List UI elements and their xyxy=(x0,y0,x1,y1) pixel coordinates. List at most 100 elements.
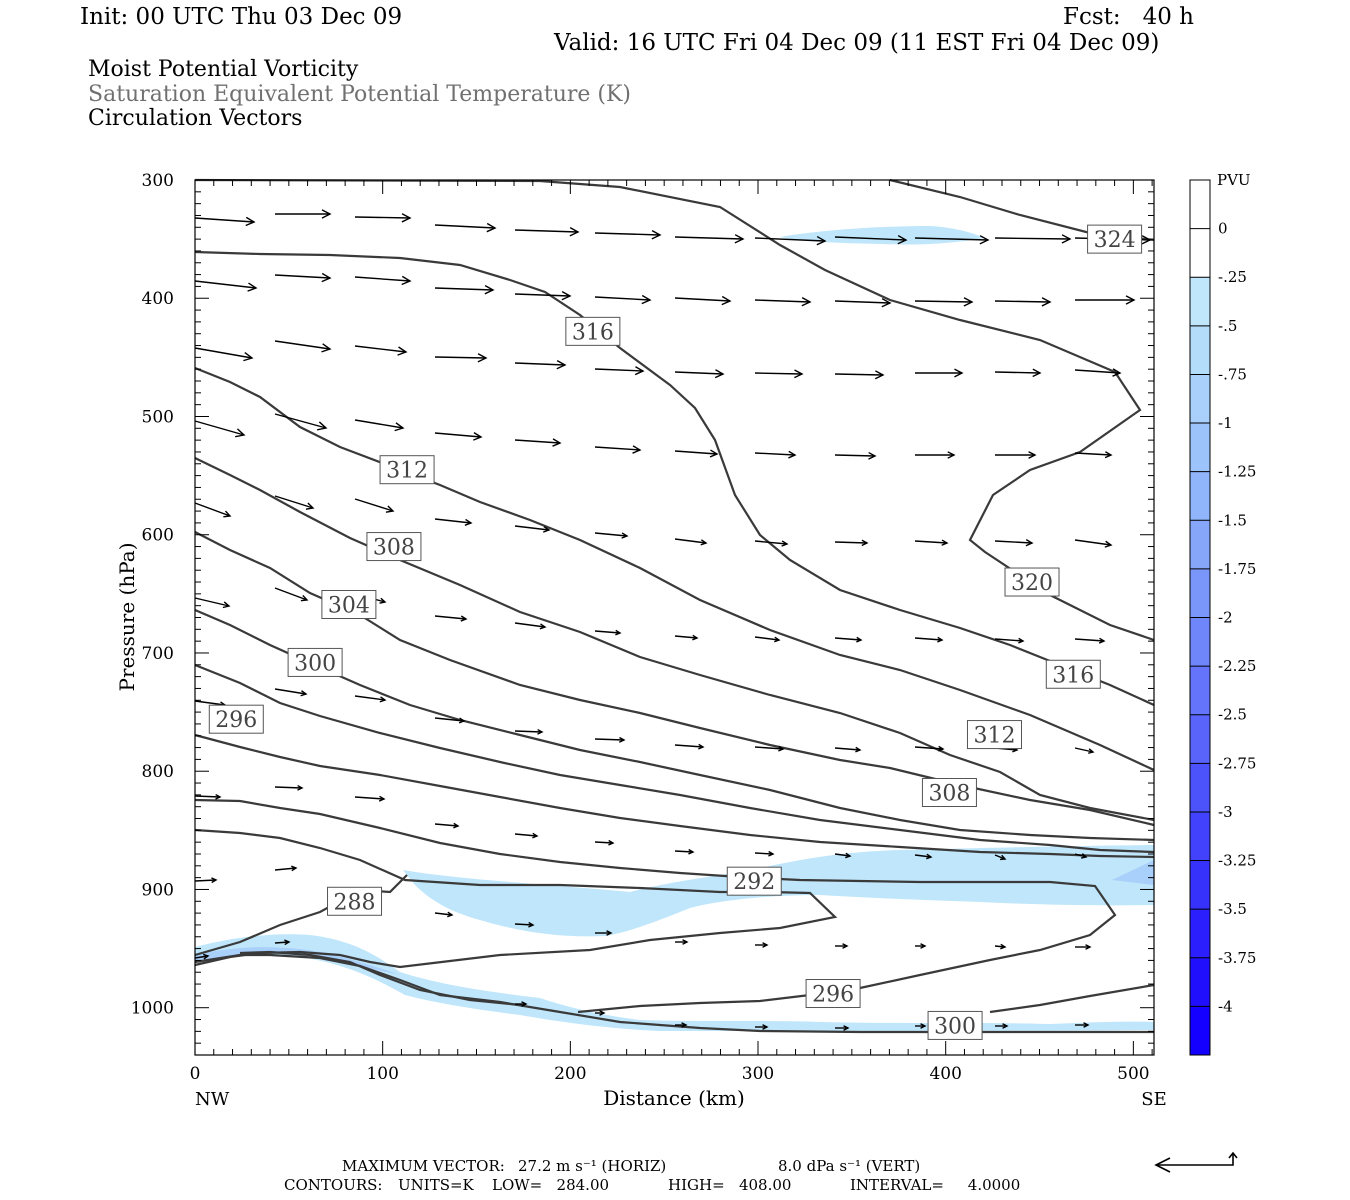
y-tick-labels: 300 400 500 600 700 800 900 1000 xyxy=(131,171,174,1019)
wind-vector xyxy=(514,728,544,735)
colorbar-swatch xyxy=(1190,617,1210,667)
contours-units: UNITS=K xyxy=(398,1176,474,1194)
wind-vector xyxy=(594,294,652,305)
contours-label: CONTOURS: xyxy=(284,1176,383,1194)
wind-vector xyxy=(594,230,662,240)
colorbar-swatch xyxy=(1190,374,1210,424)
wind-vector xyxy=(914,539,949,546)
wind-vector xyxy=(194,793,222,800)
colorbar-swatch xyxy=(1190,909,1210,959)
wind-vector xyxy=(434,432,483,441)
svg-text:312: 312 xyxy=(386,459,428,484)
colorbar-label: -1.25 xyxy=(1218,463,1256,481)
svg-text:312: 312 xyxy=(973,724,1015,749)
svg-text:316: 316 xyxy=(1052,663,1094,688)
colorbar-label: -1.75 xyxy=(1218,560,1256,578)
contour-label: 312 xyxy=(379,455,435,485)
wind-vector xyxy=(915,368,964,378)
wind-vector xyxy=(674,295,732,306)
svg-text:304: 304 xyxy=(328,593,370,618)
wind-vector xyxy=(594,839,615,846)
wind-vector xyxy=(1074,539,1113,548)
colorbar-label: -.5 xyxy=(1218,317,1237,335)
contour-label: 308 xyxy=(366,532,422,562)
colorbar-swatch xyxy=(1190,423,1210,473)
wind-vector xyxy=(674,743,705,750)
wind-vector xyxy=(754,540,789,547)
wind-vector xyxy=(835,943,849,949)
max-vector-label: MAXIMUM VECTOR: xyxy=(342,1157,505,1175)
max-vector-horiz: 27.2 m s⁻¹ (HORIZ) xyxy=(518,1157,667,1175)
wind-vector xyxy=(434,222,497,233)
wind-vector xyxy=(994,637,1025,644)
wind-vector xyxy=(674,848,695,855)
wind-vector xyxy=(434,911,454,918)
wind-vector xyxy=(994,297,1052,307)
wind-vector xyxy=(194,597,231,609)
colorbar-label: -2.25 xyxy=(1218,657,1256,675)
y-axis-title: Pressure (hPa) xyxy=(115,543,139,692)
svg-text:296: 296 xyxy=(812,983,854,1008)
colorbar-swatch xyxy=(1190,228,1210,278)
wind-vector xyxy=(994,943,1007,950)
svg-text:292: 292 xyxy=(733,870,775,895)
wind-vector xyxy=(434,615,468,622)
contour-label: 296 xyxy=(208,704,264,734)
wind-vector xyxy=(995,451,1037,459)
reference-vector-icon xyxy=(1154,1151,1238,1173)
wind-vector xyxy=(1075,295,1136,305)
title-moist-pv: Moist Potential Vorticity xyxy=(88,57,359,82)
y-tick-label: 400 xyxy=(142,289,174,309)
y-tick-label: 700 xyxy=(142,644,174,664)
wind-vector xyxy=(274,865,298,872)
wind-vector xyxy=(354,213,412,223)
wind-vector xyxy=(194,953,210,960)
colorbar-label: -1.5 xyxy=(1218,511,1247,529)
colorbar-swatch xyxy=(1190,325,1210,375)
wind-vector xyxy=(434,353,488,363)
contour-label: 324 xyxy=(1087,224,1143,254)
colorbar-swatch xyxy=(1190,860,1210,910)
wind-vector xyxy=(354,275,412,286)
title-theta-es: Saturation Equivalent Potential Temperat… xyxy=(88,82,631,107)
wind-vector xyxy=(514,525,551,533)
colorbar-label: -3.25 xyxy=(1218,852,1256,870)
contour-label: 300 xyxy=(287,647,343,677)
colorbar-swatch xyxy=(1190,957,1210,1007)
contour-label: 308 xyxy=(921,778,977,807)
wind-vector xyxy=(594,366,645,376)
wind-vector xyxy=(674,234,745,244)
colorbar-label: -2 xyxy=(1218,609,1233,627)
colorbar-label: -2.75 xyxy=(1218,754,1256,772)
wind-vector xyxy=(834,539,869,547)
wind-vector xyxy=(994,368,1042,378)
y-tick-label: 1000 xyxy=(131,999,174,1019)
y-tick-label: 500 xyxy=(142,407,174,427)
wind-vector xyxy=(194,502,232,518)
wind-vector xyxy=(274,784,304,791)
wind-vector xyxy=(834,636,863,643)
wind-vector xyxy=(834,852,852,859)
x-end-label-nw: NW xyxy=(195,1089,230,1110)
wind-vector xyxy=(434,518,473,526)
contour-label: 296 xyxy=(805,979,861,1009)
wind-vector xyxy=(514,291,572,301)
colorbar-label: -1 xyxy=(1218,414,1233,432)
wind-vector xyxy=(514,622,547,630)
wind-vector xyxy=(594,629,622,636)
init-time: Init: 00 UTC Thu 03 Dec 09 xyxy=(80,4,403,30)
wind-vector xyxy=(674,538,708,546)
wind-vector xyxy=(754,235,827,246)
wind-vector xyxy=(515,1001,528,1007)
wind-vector xyxy=(514,832,539,839)
colorbar-label: -3.5 xyxy=(1218,900,1247,918)
wind-vector xyxy=(1074,451,1113,459)
wind-vector xyxy=(194,877,218,884)
wind-vector xyxy=(754,297,812,307)
contour-label: 300 xyxy=(927,1010,983,1040)
wind-vector xyxy=(914,235,990,245)
y-tick-label: 300 xyxy=(142,171,174,191)
title-circulation: Circulation Vectors xyxy=(88,106,303,131)
colorbar-swatch xyxy=(1190,568,1210,618)
